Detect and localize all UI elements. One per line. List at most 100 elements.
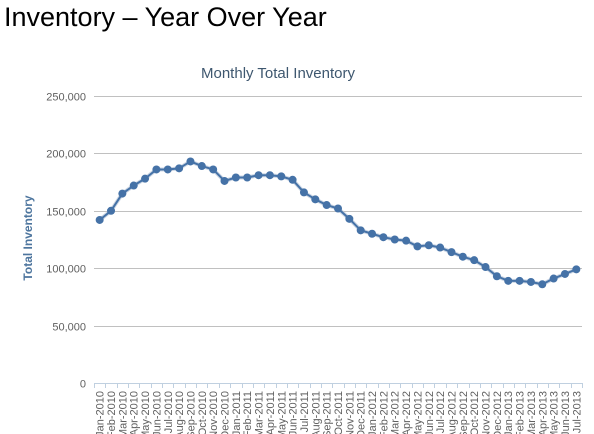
x-tick-label: Jul-2011	[299, 391, 311, 432]
y-tick-label: 200,000	[46, 149, 86, 161]
x-tick-label: Jul-2012	[435, 391, 447, 433]
data-point[interactable]	[538, 280, 547, 289]
data-point[interactable]	[549, 274, 558, 283]
page-title: Inventory – Year Over Year	[4, 2, 327, 32]
x-tick-label: Oct-2012	[469, 391, 481, 434]
data-point[interactable]	[254, 171, 263, 180]
x-tick-label: Feb-2010	[106, 391, 118, 434]
data-point[interactable]	[277, 172, 286, 181]
data-point[interactable]	[265, 171, 274, 180]
data-point[interactable]	[288, 175, 297, 184]
y-tick-label: 100,000	[46, 264, 86, 276]
x-tick-label: Apr-2010	[129, 391, 141, 434]
data-point[interactable]	[481, 263, 490, 272]
x-tick-label: Dec-2011	[356, 391, 368, 434]
data-point[interactable]	[458, 252, 467, 261]
y-tick-label: 50,000	[52, 322, 86, 334]
y-tick-label: 0	[80, 379, 86, 391]
data-point[interactable]	[107, 206, 116, 215]
x-tick-label: Jul-2013	[571, 391, 583, 433]
x-tick-label: Sep-2011	[322, 391, 334, 434]
data-point[interactable]	[345, 214, 354, 223]
x-tick-label: Sep-2012	[458, 391, 470, 434]
x-tick-label: Jun-2012	[424, 391, 436, 434]
data-point[interactable]	[390, 235, 399, 244]
x-tick-label: Jan-2012	[367, 391, 379, 434]
data-point[interactable]	[95, 215, 104, 224]
data-point[interactable]	[299, 188, 308, 197]
y-axis-label: Total Inventory	[21, 195, 35, 280]
data-point[interactable]	[197, 162, 206, 171]
x-tick-label: May-2012	[412, 391, 424, 434]
x-tick-label: Jan-2013	[503, 391, 515, 434]
data-point[interactable]	[424, 241, 433, 250]
x-tick-label: Jan-2010	[95, 391, 107, 434]
data-point[interactable]	[163, 165, 172, 174]
data-point[interactable]	[504, 276, 513, 285]
series-line	[99, 160, 577, 286]
data-point[interactable]	[356, 226, 365, 235]
data-point[interactable]	[334, 204, 342, 213]
data-point[interactable]	[447, 248, 456, 257]
x-tick-label: Sep-2010	[185, 391, 197, 434]
x-tick-label: Dec-2012	[492, 391, 504, 434]
data-point[interactable]	[402, 236, 411, 245]
x-axis: Jan-2010 Feb-2010 Mar-2010 Apr-2010 May-2010…	[94, 383, 583, 434]
x-tick-label: May-2010	[140, 391, 152, 434]
x-tick-label: Feb-2013	[515, 391, 527, 434]
x-tick-label: Apr-2012	[401, 391, 413, 434]
data-point[interactable]	[186, 157, 195, 166]
x-tick-label: Feb-2012	[378, 391, 390, 434]
x-tick-label: Apr-2013	[537, 391, 549, 434]
series-line-shadow	[98, 159, 578, 287]
data-point[interactable]	[243, 173, 252, 182]
x-tick-label: Nov-2011	[344, 391, 356, 434]
series-total-inventory	[95, 157, 581, 289]
x-tick-label: Jun-2011	[288, 391, 300, 434]
data-point[interactable]	[209, 165, 218, 174]
x-tick-label: Jun-2013	[560, 391, 572, 434]
x-tick-label: Dec-2010	[220, 391, 232, 434]
data-point[interactable]	[470, 256, 479, 265]
data-point[interactable]	[118, 189, 127, 198]
x-tick-label: Aug-2010	[174, 391, 186, 434]
data-point[interactable]	[515, 276, 524, 285]
data-point[interactable]	[492, 272, 501, 281]
data-point[interactable]	[368, 229, 377, 238]
data-point[interactable]	[152, 165, 161, 174]
y-axis-ticks: 0 50,000 100,000 150,000 200,000 250,000	[46, 92, 86, 391]
x-tick-label: Mar-2012	[390, 391, 402, 434]
y-tick-label: 150,000	[46, 207, 86, 219]
x-tick-label: Jul-2010	[163, 391, 175, 433]
x-tick-label: Jun-2010	[151, 391, 163, 434]
x-tick-label: Apr-2011	[265, 391, 277, 434]
x-tick-label: Jan-2011	[231, 391, 243, 434]
x-tick-label: Mar-2010	[117, 391, 129, 434]
data-point[interactable]	[231, 173, 240, 182]
data-point[interactable]	[572, 265, 581, 274]
x-tick-label: Aug-2011	[310, 391, 322, 434]
x-tick-label: Oct-2010	[197, 391, 209, 434]
data-point[interactable]	[413, 242, 422, 251]
x-tick-label: Aug-2012	[446, 391, 458, 434]
x-tick-label: Nov-2010	[208, 391, 220, 434]
y-tick-label: 250,000	[46, 92, 86, 104]
data-point[interactable]	[220, 176, 229, 185]
data-point[interactable]	[379, 233, 388, 242]
chart-title: Monthly Total Inventory	[201, 65, 355, 82]
x-tick-label: Mar-2013	[526, 391, 538, 434]
x-tick-label: Nov-2012	[481, 391, 493, 434]
data-point[interactable]	[175, 164, 184, 173]
data-point[interactable]	[526, 277, 535, 286]
data-point[interactable]	[141, 174, 150, 183]
data-point[interactable]	[311, 195, 320, 204]
x-tick-label: Oct-2011	[333, 391, 345, 434]
data-point[interactable]	[322, 201, 331, 210]
x-tick-label: May-2011	[276, 391, 288, 434]
data-point[interactable]	[129, 181, 138, 190]
data-point[interactable]	[436, 243, 445, 252]
data-point[interactable]	[560, 269, 569, 278]
x-tick-label: Feb-2011	[242, 391, 254, 434]
x-tick-label: Mar-2011	[254, 391, 266, 434]
